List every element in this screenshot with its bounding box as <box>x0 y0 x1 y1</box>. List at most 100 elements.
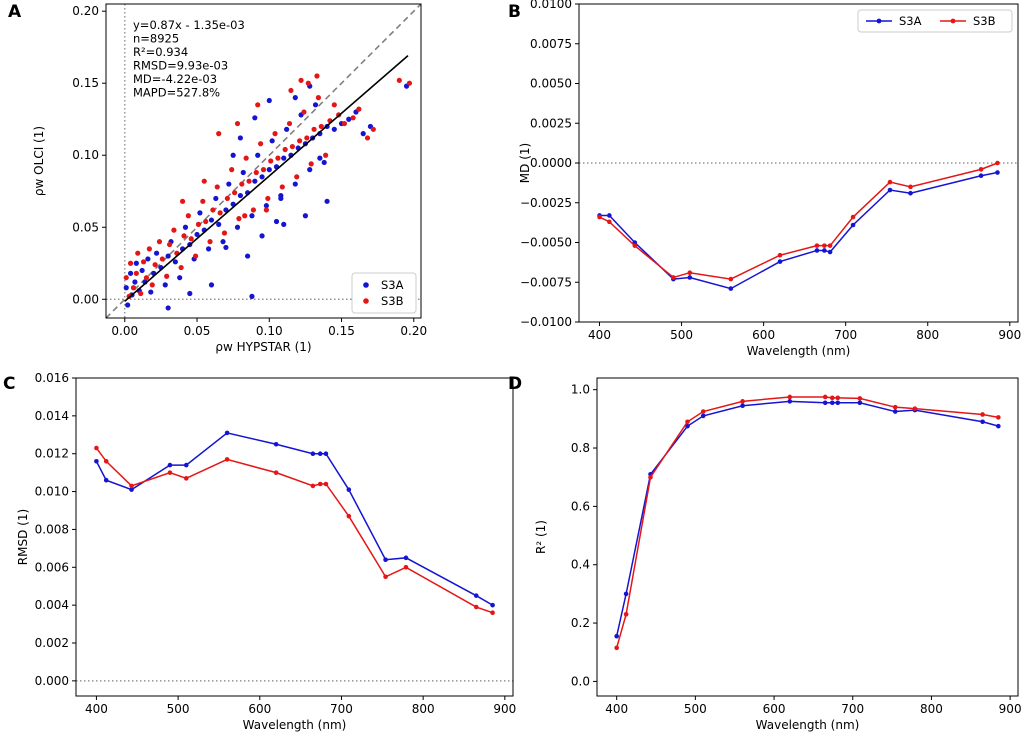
series-point-s3a <box>829 400 835 406</box>
legend-label: S3B <box>973 14 996 28</box>
scatter-point-s3a <box>266 167 272 173</box>
scatter-point-s3b <box>188 236 194 242</box>
series-point-s3a <box>614 633 619 639</box>
scatter-point-s3b <box>323 152 329 158</box>
stat-line: RMSD=9.93e-03 <box>133 59 228 73</box>
y-tick-label: 0.016 <box>35 371 69 385</box>
scatter-point-s3a <box>123 285 129 291</box>
scatter-point-s3a <box>230 152 236 158</box>
scatter-point-s3a <box>182 224 189 230</box>
scatter-point-s3a <box>237 135 243 141</box>
series-point-s3b <box>346 513 352 519</box>
scatter-point-s3b <box>253 169 259 176</box>
scatter-point-s3a <box>216 221 222 227</box>
x-tick-label: 0.10 <box>256 324 283 338</box>
scatter-point-s3a <box>263 203 269 209</box>
x-tick-label: 500 <box>684 702 707 716</box>
scatter-point-s3a <box>292 95 298 101</box>
scatter-point-s3b <box>250 207 256 213</box>
series-point-s3a <box>685 423 690 429</box>
stat-line: n=8925 <box>133 32 179 46</box>
series-point-s3a <box>607 213 612 218</box>
x-tick-label: 900 <box>999 702 1022 716</box>
scatter-point-s3a <box>245 253 251 259</box>
y-tick-label: 0.0000 <box>530 156 572 170</box>
x-tick-label: 0.15 <box>328 324 355 338</box>
y-tick-label: −0.0100 <box>520 315 572 329</box>
scatter-point-s3b <box>297 138 303 144</box>
series-line-s3a <box>615 400 999 637</box>
scatter-point-s3b <box>217 210 223 216</box>
y-tick-label: 0.014 <box>35 409 69 423</box>
scatter-point-s3b <box>140 259 147 265</box>
stat-line: MAPD=527.8% <box>133 86 220 100</box>
scatter-point-s3b <box>201 178 207 184</box>
series-point-s3b <box>403 564 409 570</box>
series-point-s3a <box>857 400 863 406</box>
scatter-point-s3b <box>159 256 165 262</box>
scatter-point-s3a <box>317 155 323 161</box>
y-tick-label: 0.2 <box>571 616 590 630</box>
series-point-s3b <box>685 419 690 425</box>
panel-b: B 400 500 600 700 800 900 −0.0100 −0.0075 −0.0050… <box>508 0 1021 358</box>
series-point-s3a <box>827 249 833 255</box>
scatter-point-s3a <box>269 138 275 144</box>
scatter-point-s3a <box>172 259 178 265</box>
x-tick-label: 600 <box>248 702 271 716</box>
scatter-point-s3b <box>203 218 209 225</box>
x-axis-label: Wavelength (nm) <box>747 344 851 358</box>
series-point-s3b <box>740 399 745 404</box>
series-point-s3b <box>995 160 1000 166</box>
scatter-point-s3b <box>210 207 216 213</box>
series-point-s3b <box>310 483 316 489</box>
scatter-point-s3b <box>133 270 139 276</box>
series-point-s3a <box>323 451 329 457</box>
series-point-s3a <box>94 458 99 464</box>
scatter-point-s3b <box>207 239 213 245</box>
y-tick-label: 0.006 <box>35 560 69 574</box>
series-point-s3b <box>103 458 109 464</box>
scatter-point-s3a <box>266 97 272 104</box>
series-point-s3a <box>814 248 820 253</box>
scatter-point-s3b <box>229 167 235 173</box>
y-tick-label: 0.15 <box>72 76 99 90</box>
scatter-point-s3b <box>286 120 293 127</box>
scatter-point-s3a <box>278 195 284 202</box>
scatter-point-s3a <box>259 174 265 180</box>
y-tick-label: 0.012 <box>35 447 69 461</box>
scatter-point-s3b <box>364 135 371 141</box>
series-line-s3b <box>95 447 493 614</box>
x-tick-label: 500 <box>670 328 693 342</box>
scatter-point-s3b <box>315 95 322 101</box>
scatter-point-s3a <box>148 289 154 295</box>
scatter-point-s3a <box>312 102 319 108</box>
series-point-s3a <box>403 555 409 561</box>
series-point-s3a <box>740 403 745 409</box>
legend-box <box>351 272 417 314</box>
panel-letter: B <box>508 2 521 22</box>
x-tick-label: 700 <box>330 702 353 716</box>
scatter-point-s3a <box>208 217 215 223</box>
scatter-point-s3b <box>152 262 158 268</box>
series-point-s3b <box>607 219 612 225</box>
stat-line: MD=-4.22e-03 <box>133 72 217 86</box>
scatter-point-s3b <box>221 230 228 236</box>
x-tick-label: 400 <box>85 702 108 716</box>
series-point-s3b <box>317 481 323 487</box>
series-point-s3b <box>850 214 856 220</box>
series-line-s3a <box>599 171 998 290</box>
legend-marker-s3a <box>876 18 882 24</box>
x-tick-label: 900 <box>998 328 1021 342</box>
scatter-point-s3b <box>396 77 402 83</box>
scatter-point-s3b <box>156 239 163 245</box>
series-point-s3b <box>273 470 279 475</box>
x-axis-label: Wavelength (nm) <box>243 718 347 732</box>
scatter-point-s3b <box>331 102 337 108</box>
scatter-point-s3b <box>171 227 177 233</box>
scatter-point-s3b <box>179 198 186 204</box>
y-tick-label: 0.10 <box>72 148 99 162</box>
scatter-point-s3a <box>197 210 203 216</box>
plot-area <box>614 394 1001 651</box>
